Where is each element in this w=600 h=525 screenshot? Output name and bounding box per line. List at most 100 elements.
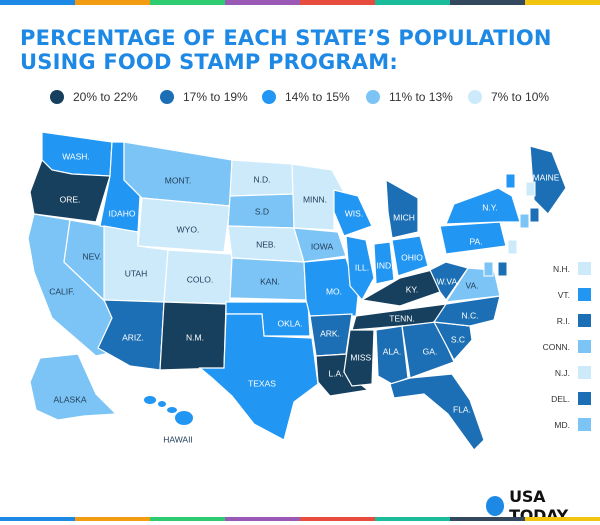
legend-item: 11% to 13% bbox=[366, 90, 453, 104]
state-label: NEV. bbox=[82, 251, 101, 261]
small-state-shape bbox=[519, 213, 530, 229]
side-key-row: N.J. bbox=[536, 366, 591, 379]
small-state-shape bbox=[525, 181, 536, 197]
state-label: HAWAII bbox=[163, 434, 193, 444]
small-state-shape bbox=[507, 239, 518, 255]
side-key-swatch bbox=[578, 418, 591, 431]
side-key-swatch bbox=[578, 392, 591, 405]
stripe-segment bbox=[450, 517, 525, 521]
state-label: L.A. bbox=[328, 368, 343, 378]
stripe-segment bbox=[0, 0, 75, 5]
stripe-segment bbox=[0, 517, 75, 521]
legend-item: 17% to 19% bbox=[160, 90, 248, 104]
state-label: ALA. bbox=[383, 346, 401, 356]
state-label: N.D. bbox=[254, 174, 271, 184]
state-label: IDAHO bbox=[109, 208, 136, 218]
state-label: S.C bbox=[451, 334, 465, 344]
state-shape bbox=[293, 227, 347, 263]
state-label: COLO. bbox=[187, 274, 213, 284]
state-shape bbox=[198, 313, 319, 441]
logo-dot-icon bbox=[486, 496, 505, 516]
legend-swatch bbox=[468, 90, 482, 104]
stripe-segment bbox=[75, 517, 150, 521]
top-color-stripe bbox=[0, 0, 600, 5]
state-shape bbox=[343, 329, 375, 387]
legend-label: 17% to 19% bbox=[183, 90, 248, 104]
side-key-label: MD. bbox=[554, 419, 570, 430]
stripe-segment bbox=[75, 0, 150, 5]
stripe-segment bbox=[375, 0, 450, 5]
small-state-shape bbox=[483, 261, 494, 277]
state-label: S.D bbox=[255, 206, 269, 216]
state-label: TENN. bbox=[389, 313, 415, 323]
stripe-segment bbox=[300, 517, 375, 521]
side-key-label: VT. bbox=[557, 289, 570, 300]
side-key-row: N.H. bbox=[536, 262, 591, 275]
state-label: MICH bbox=[393, 212, 415, 222]
hawaii-island-shape bbox=[167, 407, 177, 413]
state-shape bbox=[333, 189, 373, 237]
legend-swatch bbox=[50, 90, 64, 104]
legend-item: 20% to 22% bbox=[50, 90, 138, 104]
side-key-row: VT. bbox=[536, 288, 591, 301]
small-state-shape bbox=[529, 207, 540, 223]
state-label: MONT. bbox=[165, 175, 191, 185]
side-key-row: R.I. bbox=[536, 314, 591, 327]
state-shape bbox=[137, 197, 231, 253]
state-label: OKLA. bbox=[277, 318, 302, 328]
state-shape bbox=[391, 235, 429, 277]
stripe-segment bbox=[150, 0, 225, 5]
bottom-color-stripe bbox=[0, 517, 600, 521]
stripe-segment bbox=[225, 0, 300, 5]
state-label: OHIO bbox=[401, 252, 423, 262]
state-label: ILL. bbox=[355, 262, 369, 272]
state-label: ARK. bbox=[320, 328, 340, 338]
state-label: MAINE bbox=[533, 172, 560, 182]
state-label: GA. bbox=[423, 346, 438, 356]
stripe-segment bbox=[150, 517, 225, 521]
state-label: UTAH bbox=[125, 268, 148, 278]
state-shape bbox=[429, 261, 469, 302]
page-title: PERCENTAGE OF EACH STATE’S POPULATION US… bbox=[20, 26, 552, 74]
legend: 20% to 22% 17% to 19% 14% to 15% 11% to … bbox=[0, 90, 600, 110]
stripe-segment bbox=[300, 0, 375, 5]
side-key-swatch bbox=[578, 288, 591, 301]
state-label: PA. bbox=[469, 236, 482, 246]
state-label: WIS. bbox=[345, 208, 363, 218]
state-label: VA. bbox=[465, 280, 478, 290]
legend-item: 7% to 10% bbox=[468, 90, 549, 104]
legend-swatch bbox=[160, 90, 174, 104]
stripe-segment bbox=[375, 517, 450, 521]
state-label: KAN. bbox=[260, 276, 280, 286]
state-label: KY. bbox=[406, 284, 419, 294]
state-shape bbox=[385, 178, 419, 239]
state-label: N.C. bbox=[462, 310, 479, 320]
state-label: MO. bbox=[326, 286, 342, 296]
state-label: MINN. bbox=[303, 194, 327, 204]
stripe-segment bbox=[450, 0, 525, 5]
side-key-label: N.H. bbox=[553, 263, 570, 274]
legend-label: 20% to 22% bbox=[73, 90, 138, 104]
state-label: ARIZ. bbox=[122, 332, 144, 342]
state-label: ORE. bbox=[60, 194, 81, 204]
state-label: IOWA bbox=[311, 241, 334, 251]
small-state-shape bbox=[497, 261, 508, 277]
stripe-segment bbox=[525, 0, 600, 5]
side-key-row: CONN. bbox=[536, 340, 591, 353]
side-key-row: MD. bbox=[536, 418, 591, 431]
side-key-label: R.I. bbox=[556, 315, 570, 326]
legend-label: 11% to 13% bbox=[389, 90, 453, 104]
title-line-1: PERCENTAGE OF EACH STATE’S POPULATION bbox=[20, 26, 552, 50]
legend-item: 14% to 15% bbox=[262, 90, 350, 104]
state-label: WASH. bbox=[62, 151, 90, 161]
side-key-label: CONN. bbox=[542, 341, 570, 352]
stripe-segment bbox=[225, 517, 300, 521]
hawaii-island-shape bbox=[144, 396, 156, 404]
side-key-swatch bbox=[578, 314, 591, 327]
state-shape bbox=[389, 373, 485, 451]
legend-swatch bbox=[366, 90, 380, 104]
state-label: WYO. bbox=[177, 224, 200, 234]
state-label: W.VA. bbox=[437, 276, 460, 286]
legend-label: 14% to 15% bbox=[285, 90, 350, 104]
state-shape bbox=[373, 241, 395, 285]
